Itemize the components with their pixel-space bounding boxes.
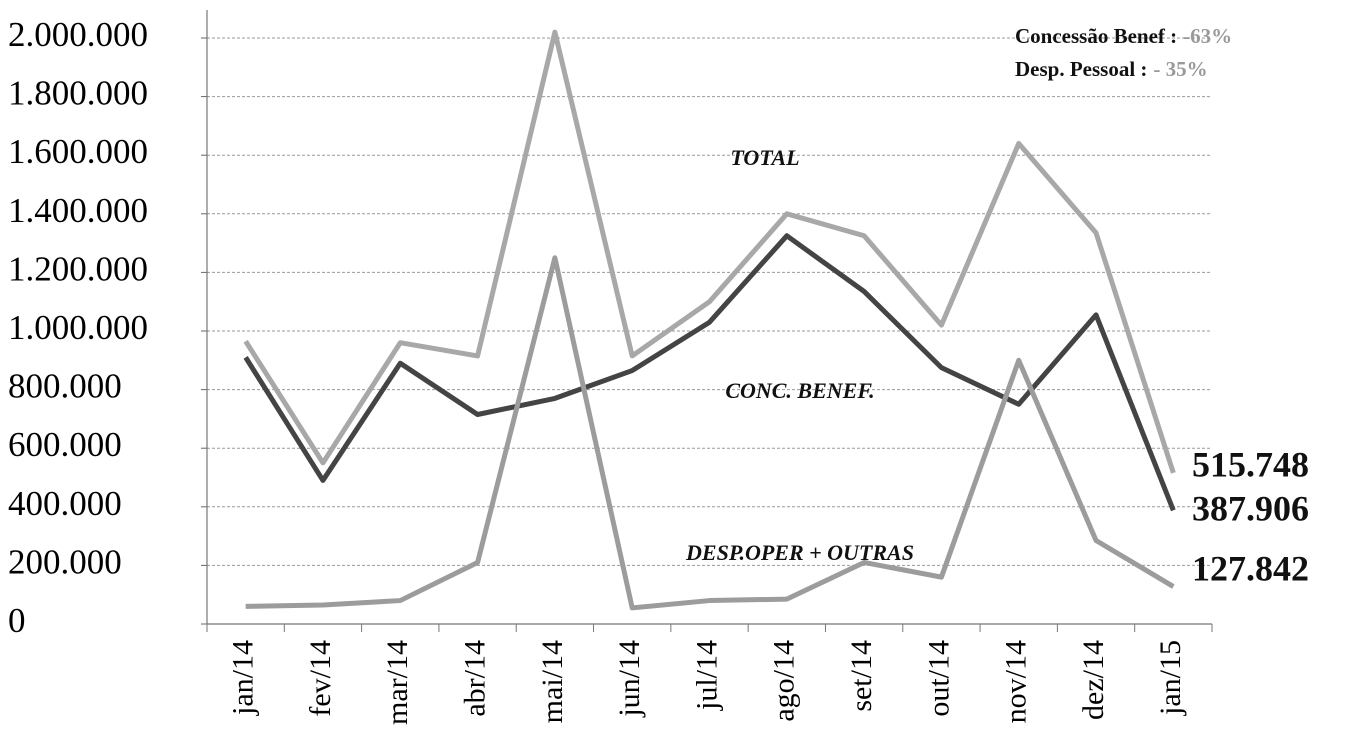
x-tick-label: mar/14 — [381, 640, 414, 725]
value-label: 387.906 — [1192, 488, 1309, 528]
series-line — [243, 29, 1176, 474]
y-tick-label: 0 — [8, 601, 26, 640]
x-tick-label: abr/14 — [458, 640, 491, 717]
x-tick-label: dez/14 — [1077, 640, 1110, 720]
y-tick-label: 1.400.000 — [8, 191, 148, 230]
y-tick-label: 1.600.000 — [8, 132, 148, 171]
x-tick-label: ago/14 — [768, 640, 801, 722]
annotation: Concessão Benef : -63% — [1015, 24, 1232, 48]
y-tick-label: 1.800.000 — [8, 74, 148, 113]
series-line — [243, 233, 1176, 512]
annotation-value: -63% — [1183, 24, 1232, 48]
x-tick-label: fev/14 — [304, 640, 337, 717]
series-label: CONC. BENEF. — [725, 378, 874, 403]
value-label: 515.748 — [1192, 444, 1309, 484]
y-tick-label: 600.000 — [8, 425, 122, 464]
x-tick-label: set/14 — [845, 640, 878, 712]
series-label: DESP.OPER + OUTRAS — [685, 540, 914, 565]
y-tick-label: 800.000 — [8, 367, 122, 406]
annotation-text: Desp. Pessoal : — [1015, 57, 1147, 81]
x-tick-label: jan/14 — [227, 640, 260, 716]
x-tick-label: jan/15 — [1154, 640, 1187, 716]
series-label: TOTAL — [730, 145, 799, 170]
annotation-value: - 35% — [1153, 57, 1207, 81]
annotation: Desp. Pessoal :- 35% — [1015, 57, 1208, 81]
y-tick-label: 400.000 — [8, 484, 122, 523]
series-line — [245, 255, 1175, 611]
y-tick-label: 1.200.000 — [8, 249, 148, 288]
x-tick-label: jun/14 — [613, 640, 646, 718]
x-tick-label: jul/14 — [690, 640, 723, 711]
x-tick-label: out/14 — [922, 640, 955, 717]
x-tick-label: mai/14 — [536, 640, 569, 723]
y-tick-label: 1.000.000 — [8, 308, 148, 347]
x-tick-label: nov/14 — [1000, 640, 1033, 723]
annotation-text: Concessão Benef : — [1015, 24, 1177, 48]
y-tick-label: 2.000.000 — [8, 15, 148, 54]
y-tick-label: 200.000 — [8, 542, 122, 581]
value-label: 127.842 — [1192, 548, 1309, 588]
